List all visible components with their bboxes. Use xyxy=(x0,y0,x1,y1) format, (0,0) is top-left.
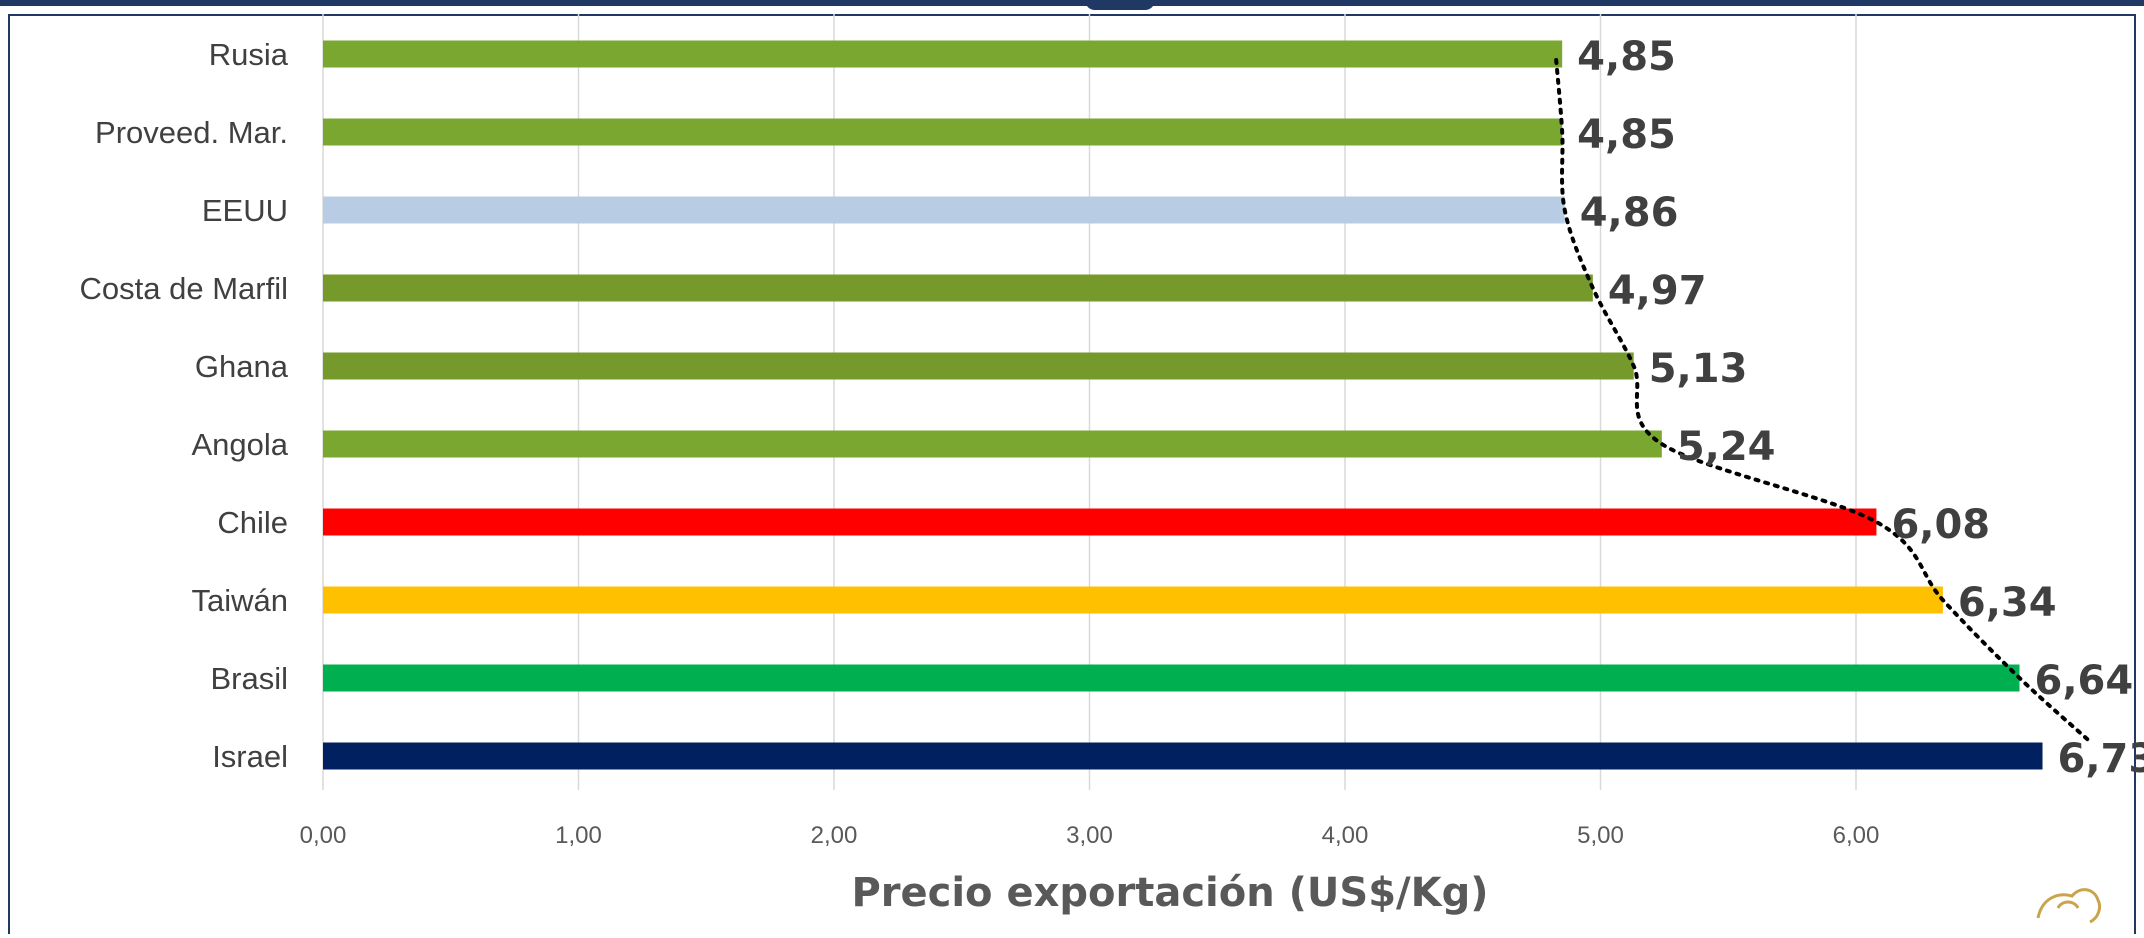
data-label: 6,73 xyxy=(2058,736,2144,782)
chart-frame xyxy=(8,14,2136,934)
bars xyxy=(323,40,2043,770)
category-label: Angola xyxy=(191,427,288,462)
category-label: Israel xyxy=(212,739,288,774)
x-tick-label: 3,00 xyxy=(1066,822,1113,849)
x-axis-title: Precio exportación (US$/Kg) xyxy=(851,870,1488,916)
data-label: 4,85 xyxy=(1577,34,1676,80)
data-label: 6,34 xyxy=(1958,580,2057,626)
top-border xyxy=(0,0,2144,6)
trendline xyxy=(1554,58,2093,744)
category-label: Costa de Marfil xyxy=(80,271,288,306)
x-tick-label: 1,00 xyxy=(555,822,602,849)
bar-chart: 0,00 1,00 2,00 3,00 4,00 5,00 6,00 Rusia 4,85 Pro… xyxy=(80,14,2144,916)
trendline-path xyxy=(1554,58,2093,744)
category-label: Rusia xyxy=(209,37,289,72)
category-label: Proveed. Mar. xyxy=(95,115,288,150)
bar xyxy=(323,742,2043,770)
data-label: 4,86 xyxy=(1580,190,1679,236)
logo-mark xyxy=(2036,888,2102,924)
data-label: 4,85 xyxy=(1577,112,1676,158)
category-label: Brasil xyxy=(210,661,288,696)
bar xyxy=(323,118,1563,146)
bar xyxy=(323,508,1877,536)
x-tick-label: 2,00 xyxy=(811,822,858,849)
x-tick-label: 5,00 xyxy=(1577,822,1624,849)
bar xyxy=(323,352,1634,380)
category-label: Taiwán xyxy=(192,583,289,618)
x-tick-label: 0,00 xyxy=(300,822,347,849)
bar xyxy=(323,664,2020,692)
gridlines xyxy=(322,14,1857,790)
data-label: 4,97 xyxy=(1608,268,1707,314)
data-label: 6,64 xyxy=(2035,658,2134,704)
x-tick-label: 4,00 xyxy=(1322,822,1369,849)
x-tick-label: 6,00 xyxy=(1833,822,1880,849)
bar xyxy=(323,196,1565,224)
bar xyxy=(323,40,1563,68)
header-decoration xyxy=(1085,0,1155,10)
data-label: 5,13 xyxy=(1649,346,1748,392)
labels: 0,00 1,00 2,00 3,00 4,00 5,00 6,00 Rusia 4,85 Pro… xyxy=(80,34,2144,849)
category-label: Ghana xyxy=(195,349,289,384)
data-label: 5,24 xyxy=(1677,424,1776,470)
bar xyxy=(323,430,1662,458)
bar xyxy=(323,586,1943,614)
category-label: Chile xyxy=(217,505,288,540)
category-label: EEUU xyxy=(202,193,288,228)
data-label: 6,08 xyxy=(1891,502,1990,548)
bar xyxy=(323,274,1593,302)
